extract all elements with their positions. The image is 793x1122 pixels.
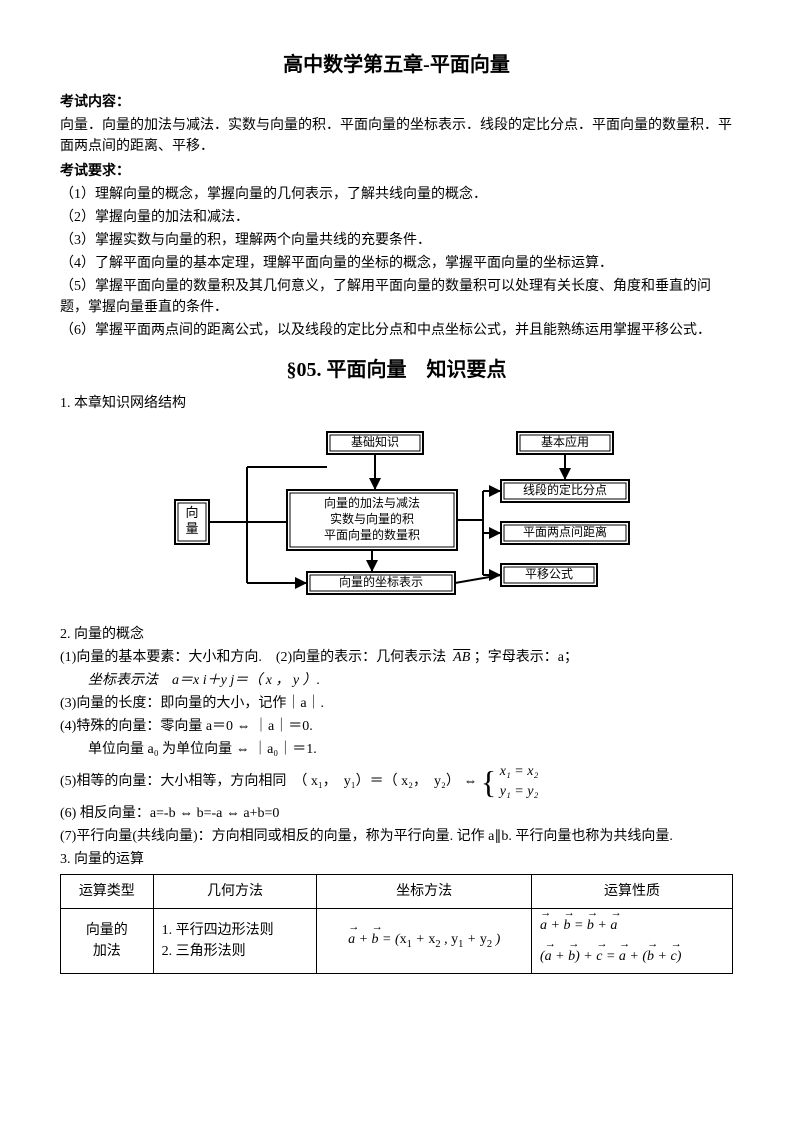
table-row: 向量的 加法 1. 平行四边形法则 2. 三角形法则 a + b = (x1 +… [61, 909, 733, 974]
exam-req-head: 考试要求： [60, 161, 733, 182]
concept-5-text: (5)相等的向量：大小相等，方向相同 （ x₁， y₁）＝（ x₂， y₂） ⇔ [60, 774, 477, 789]
concept-coord: 坐标表示法 a＝x i＋y j＝（ x ， y ）. [60, 670, 733, 691]
th-prop: 运算性质 [532, 875, 733, 909]
cell-prop: a + b = b + a (a + b) + c = a + (b + c) [532, 909, 733, 974]
concept-2a: (2)向量的表示：几何表示法 [276, 650, 446, 665]
exam-content-body: 向量．向量的加法与减法．实数与向量的积．平面向量的坐标表示．线段的定比分点．平面… [60, 115, 733, 157]
concept-6: (6) 相反向量：a=-b ⇔ b=-a ⇔ a+b=0 [60, 803, 733, 824]
svg-text:平面两点问距离: 平面两点问距离 [522, 524, 606, 539]
req-3: （3）掌握实数与向量的积，理解两个向量共线的充要条件． [60, 230, 733, 251]
concept-4a: (4)特殊的向量：零向量 a＝0 ⇔ ｜a｜＝0. [60, 716, 733, 737]
concept-7: (7)平行向量(共线向量)：方向相同或相反的向量，称为平行向量. 记作 a∥b.… [60, 826, 733, 847]
th-type: 运算类型 [61, 875, 154, 909]
concept-4b: 单位向量 a₀ 为单位向量 ⇔ ｜a₀｜＝1. [60, 739, 733, 760]
section-3-head: 3. 向量的运算 [60, 849, 733, 870]
cell-geom-2: 2. 三角形法则 [162, 944, 246, 959]
svg-text:平面向量的数量积: 平面向量的数量积 [323, 527, 419, 542]
cell-type-2: 加法 [93, 944, 121, 959]
th-coord: 坐标方法 [317, 875, 532, 909]
operation-table: 运算类型 几何方法 坐标方法 运算性质 向量的 加法 1. 平行四边形法则 2.… [60, 874, 733, 974]
th-geom: 几何方法 [153, 875, 317, 909]
exam-content-head: 考试内容： [60, 92, 733, 113]
svg-text:向: 向 [185, 505, 198, 520]
diagram-svg: 向量 基础知识向量的加法与减法实数与向量的积平面向量的数量积向量的坐标表示 基本应用… [157, 422, 637, 612]
svg-text:向量的加法与减法: 向量的加法与减法 [323, 495, 419, 510]
page-title: 高中数学第五章-平面向量 [60, 50, 733, 80]
concept-5: (5)相等的向量：大小相等，方向相同 （ x₁， y₁）＝（ x₂， y₂） ⇔… [60, 762, 733, 801]
cell-geom-1: 1. 平行四边形法则 [162, 923, 274, 938]
cell-type: 向量的 加法 [61, 909, 154, 974]
section-1-head: 1. 本章知识网络结构 [60, 393, 733, 414]
req-2: （2）掌握向量的加法和减法． [60, 207, 733, 228]
concept-2b: ；字母表示：a； [474, 650, 578, 665]
knowledge-title: §05. 平面向量 知识要点 [60, 355, 733, 385]
svg-text:实数与向量的积: 实数与向量的积 [329, 511, 413, 526]
vec-ab: AB [453, 650, 470, 665]
section-2-head: 2. 向量的概念 [60, 624, 733, 645]
req-6: （6）掌握平面两点间的距离公式，以及线段的定比分点和中点坐标公式，并且能熟练运用… [60, 320, 733, 341]
svg-text:量: 量 [185, 521, 198, 536]
eq5-1: x₁ = x₂ [500, 764, 539, 779]
cell-type-1: 向量的 [86, 923, 128, 938]
svg-text:线段的定比分点: 线段的定比分点 [522, 482, 606, 497]
cell-geom: 1. 平行四边形法则 2. 三角形法则 [153, 909, 317, 974]
req-4: （4）了解平面向量的基本定理，理解平面向量的坐标的概念，掌握平面向量的坐标运算． [60, 253, 733, 274]
req-1: （1）理解向量的概念，掌握向量的几何表示，了解共线向量的概念． [60, 184, 733, 205]
svg-text:基本应用: 基本应用 [540, 434, 588, 449]
eq5-2: y₁ = y₂ [500, 784, 539, 799]
req-5: （5）掌握平面向量的数量积及其几何意义，了解用平面向量的数量积可以处理有关长度、… [60, 276, 733, 318]
svg-text:基础知识: 基础知识 [350, 435, 398, 449]
concept-3: (3)向量的长度：即向量的大小，记作｜a｜. [60, 693, 733, 714]
concept-1: (1)向量的基本要素：大小和方向. [60, 650, 262, 665]
table-header-row: 运算类型 几何方法 坐标方法 运算性质 [61, 875, 733, 909]
knowledge-diagram: 向量 基础知识向量的加法与减法实数与向量的积平面向量的数量积向量的坐标表示 基本应用… [60, 422, 733, 612]
svg-text:向量的坐标表示: 向量的坐标表示 [338, 574, 422, 589]
svg-text:平移公式: 平移公式 [524, 567, 572, 581]
cell-coord: a + b = (x1 + x2 , y1 + y2 ) [317, 909, 532, 974]
concept-1-2: (1)向量的基本要素：大小和方向. (2)向量的表示：几何表示法 AB ；字母表… [60, 647, 733, 668]
